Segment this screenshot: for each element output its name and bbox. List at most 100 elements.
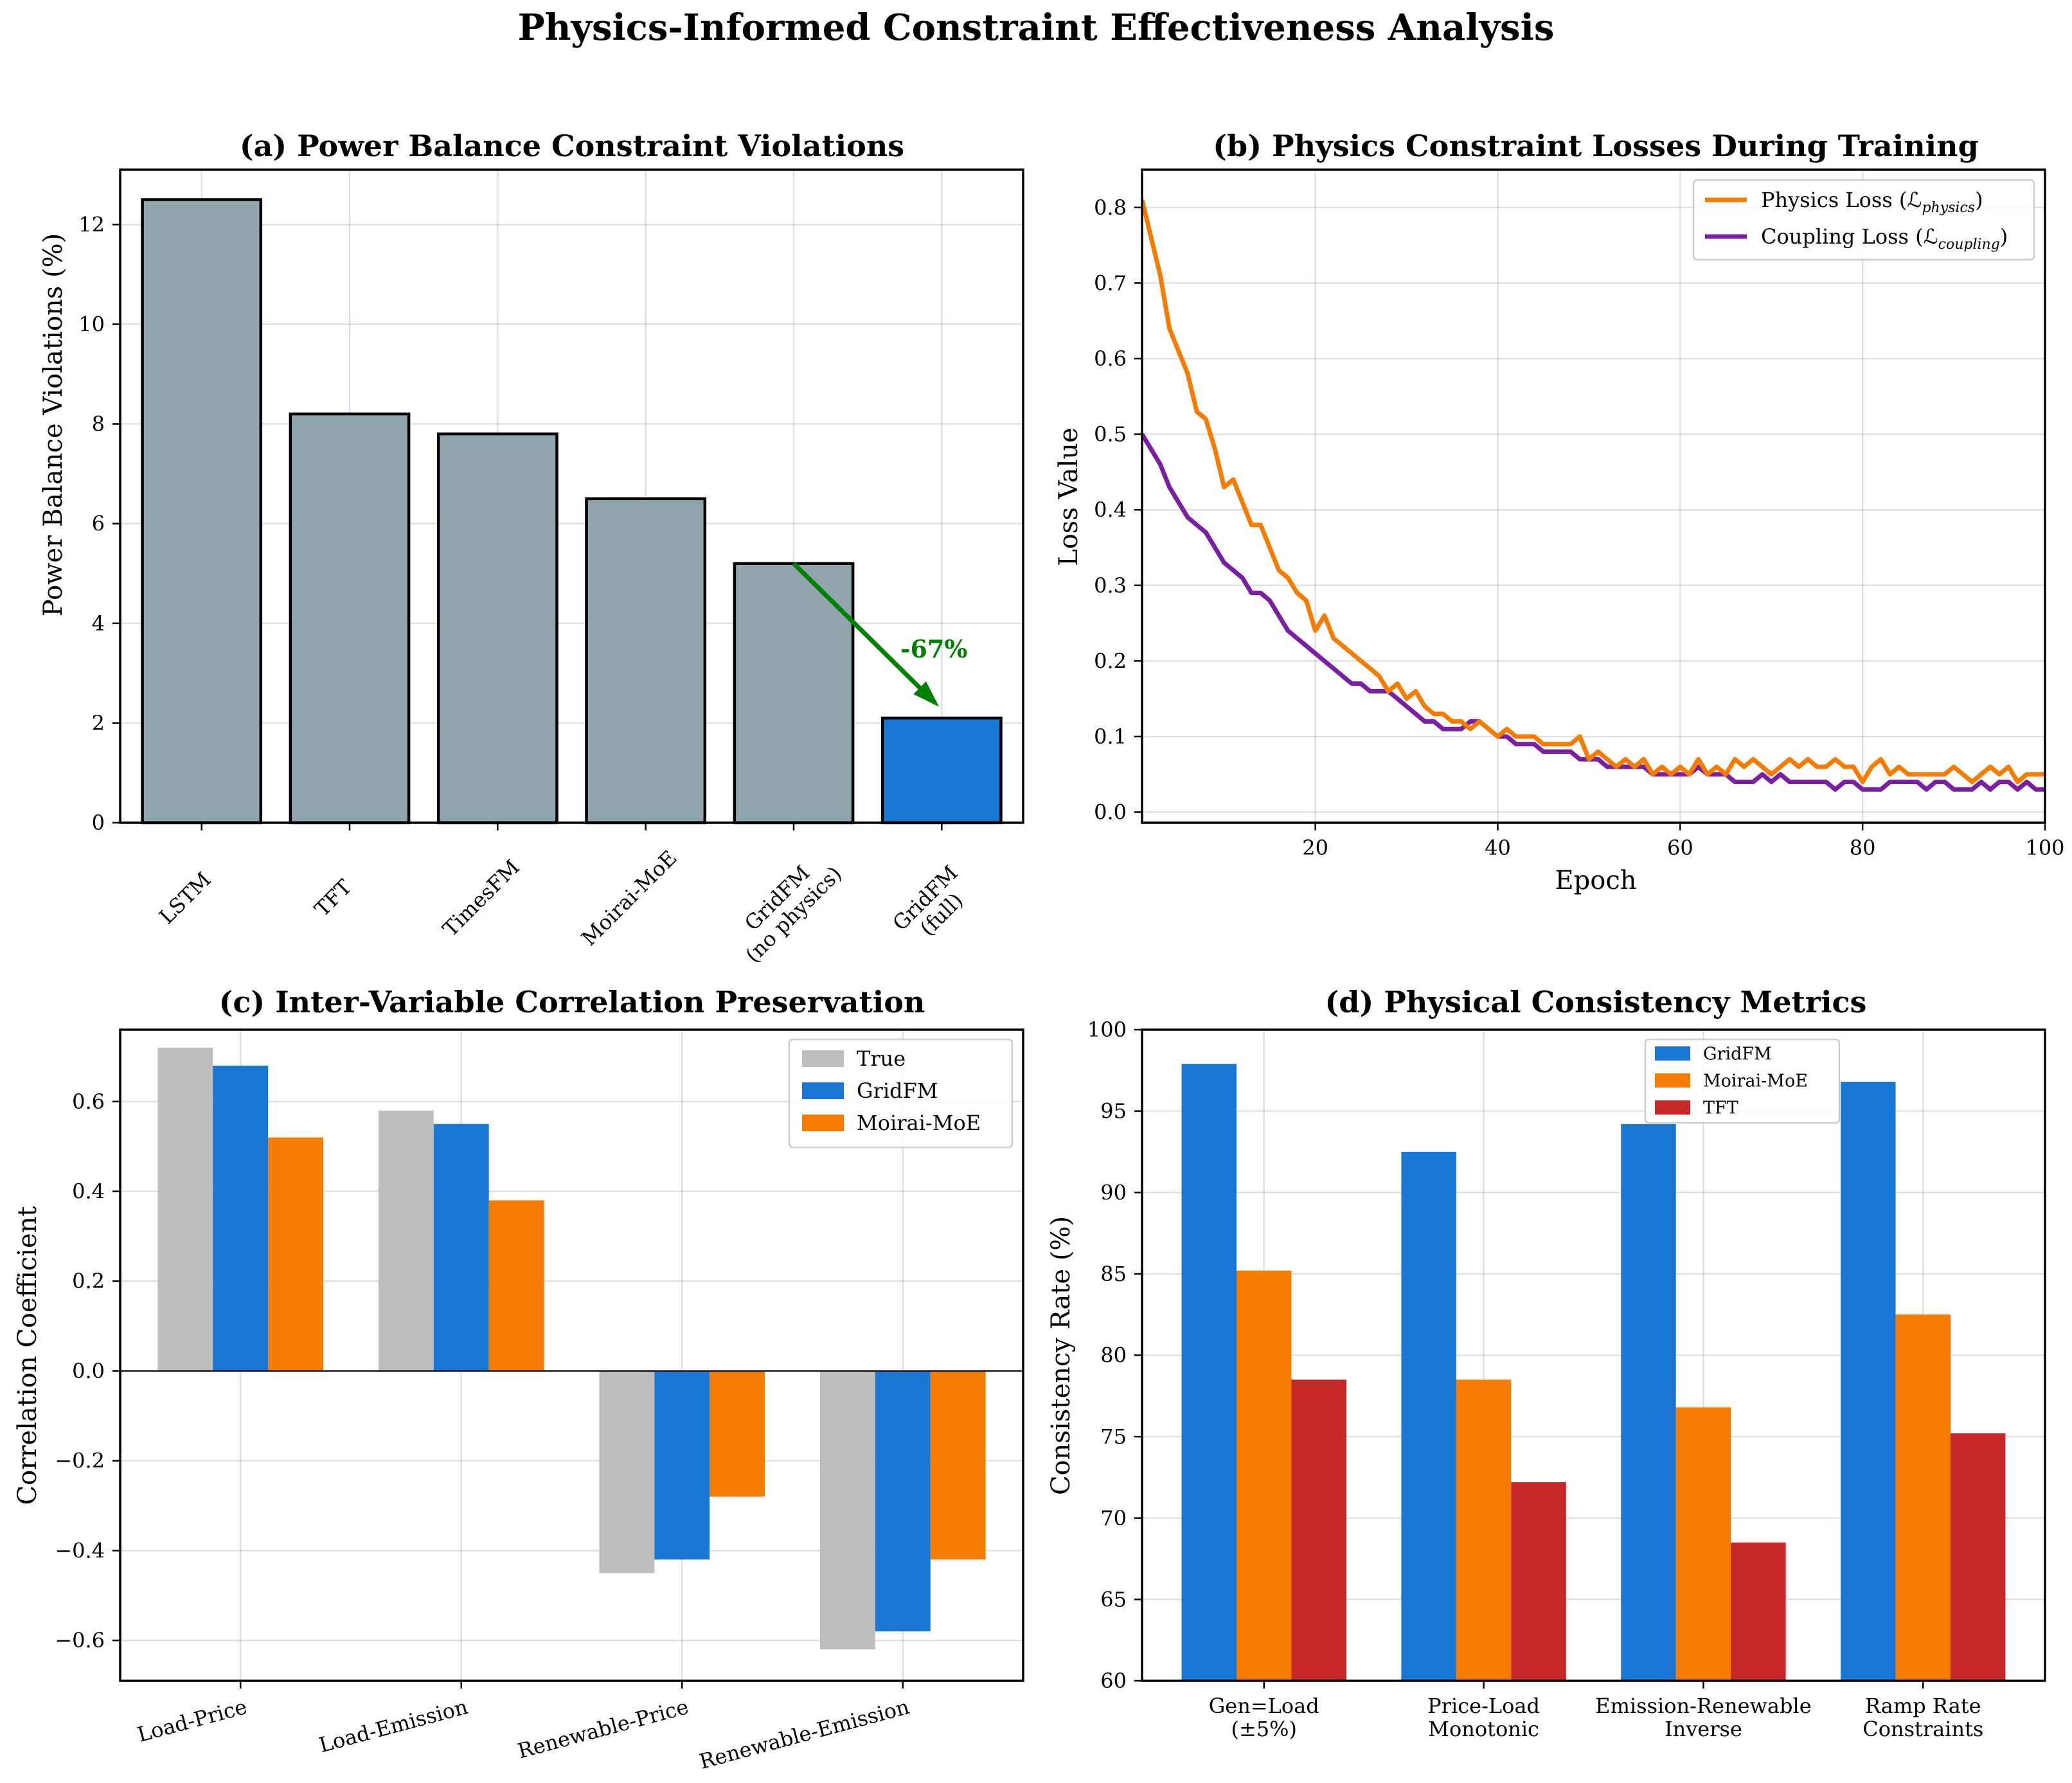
legend-coupling-L: ℒ [1924, 224, 1938, 249]
ytick-label: 12 [78, 212, 105, 237]
bar-gridfm-1 [1401, 1151, 1456, 1681]
ytick-label: 0.0 [72, 1359, 105, 1383]
bar-gridfm-1 [433, 1124, 489, 1371]
panel-d-legend-box [1644, 1038, 1841, 1124]
label-line: Monotonic [1428, 1717, 1539, 1741]
ytick-label: 4 [92, 611, 105, 636]
panel-a-annotation: -67% [792, 562, 968, 707]
label-line: Moirai-MoE [576, 846, 681, 951]
bar-0 [141, 198, 263, 825]
ytick-label: −0.2 [55, 1449, 105, 1473]
panel-d-ylabel: Consistency Rate (%) [1046, 1216, 1076, 1495]
bar-moirai-moe-1 [1456, 1379, 1512, 1681]
legend-coupling-subscript: coupling [1938, 237, 2000, 253]
bar-moirai-moe-1 [488, 1200, 544, 1371]
ytick-label: 80 [1100, 1343, 1127, 1368]
ytick-label: 65 [1100, 1587, 1127, 1611]
ytick-label: 0.7 [1094, 271, 1127, 295]
label-line: TimesFM [438, 855, 524, 942]
panel-a-frame [119, 168, 1024, 824]
xtick-label: Gen=Load (±5%) [1209, 1694, 1319, 1741]
annotation-arrow-shaft [792, 562, 937, 705]
panel-b-ylabel: Loss Value [1054, 427, 1084, 566]
xtick-label: Load-Emission [316, 1694, 470, 1757]
panel-c-ylabel: Correlation Coefficient [13, 1206, 42, 1505]
panel-b-legend: Physics Loss (ℒphysics) Coupling Loss (ℒ… [1692, 179, 2035, 261]
panel-c-legend: True GridFM Moirai-MoE [788, 1038, 1014, 1149]
bar-true-0 [157, 1047, 213, 1371]
panel-b-frame [1141, 168, 2046, 824]
xtick-label: Load-Price [135, 1694, 250, 1747]
xtick-label: Moirai-MoE [576, 846, 681, 951]
label-line: Constraints [1862, 1717, 1983, 1741]
legend-coupling-name: Coupling Loss [1761, 224, 1909, 249]
ytick-label: 0.6 [72, 1089, 105, 1114]
bar-true-3 [819, 1370, 875, 1650]
xtick-label: Renewable-Price [515, 1694, 691, 1763]
legend-swatch-1 [1655, 1073, 1690, 1088]
legend-label-1: Moirai-MoE [1703, 1071, 1808, 1091]
panel-d-axes: 60 65 70 75 80 85 90 95 100 Gen=Load (±5%) Price-Lo… [1087, 1017, 1983, 1741]
panel-a-grid [120, 170, 1023, 824]
bar-tft-1 [1511, 1482, 1566, 1681]
ytick-label: 0.5 [1094, 422, 1127, 447]
bar-moirai-moe-3 [930, 1370, 986, 1560]
bar-gridfm-0 [213, 1065, 269, 1371]
series-line-coupling-loss [1142, 433, 2045, 792]
bar-tft-3 [1951, 1433, 2006, 1681]
bar-gridfm-2 [654, 1370, 710, 1560]
legend-physics-label: Physics Loss (ℒphysics) [1761, 188, 1983, 216]
xtick-label: 60 [1667, 836, 1693, 860]
legend-label-0: GridFM [1703, 1044, 1772, 1064]
ytick-label: 0.1 [1094, 724, 1127, 749]
ytick-label: 8 [92, 412, 105, 436]
xtick-label: Emission-Renewable Inverse [1595, 1694, 1811, 1741]
legend-physics-subscript: physics [1922, 200, 1975, 216]
panel-b-legend-box [1692, 179, 2035, 261]
legend-label-2: TFT [1703, 1098, 1738, 1118]
xtick-label: Renewable-Emission [697, 1694, 912, 1774]
ytick-label: 100 [1087, 1017, 1127, 1042]
ytick-label: 0.4 [72, 1179, 105, 1204]
bar-gridfm-3 [1841, 1082, 1896, 1681]
label-line: Gen=Load [1209, 1694, 1319, 1718]
xtick-label: Ramp Rate Constraints [1862, 1694, 1983, 1741]
legend-swatch-0 [802, 1050, 844, 1067]
ytick-label: 70 [1100, 1506, 1127, 1530]
xtick-label: 20 [1302, 836, 1328, 860]
legend-label-2: Moirai-MoE [857, 1111, 981, 1135]
annotation-label: -67% [900, 634, 968, 663]
bar-3 [585, 497, 707, 825]
legend-physics-name: Physics Loss [1761, 188, 1893, 212]
panel-c-legend-box [788, 1038, 1014, 1149]
ytick-label: 0.0 [1094, 800, 1127, 825]
panel-b-training-losses: (b) Physics Constraint Losses During Tra… [1054, 129, 2065, 895]
bar-5 [880, 716, 1003, 825]
label-line: Inverse [1665, 1717, 1742, 1741]
bar-moirai-moe-0 [1236, 1270, 1292, 1681]
xtick-label: LSTM [154, 867, 216, 929]
legend-swatch-2 [1655, 1100, 1690, 1115]
legend-swatch-0 [1655, 1046, 1690, 1061]
panel-d-legend: GridFM Moirai-MoE TFT [1644, 1038, 1841, 1124]
bar-2 [436, 432, 558, 825]
bar-gridfm-0 [1181, 1064, 1237, 1681]
ytick-label: 0 [92, 811, 105, 835]
panel-a-ylabel: Power Balance Violations (%) [39, 233, 68, 616]
label-line: Ramp Rate [1865, 1694, 1981, 1718]
label-line: Emission-Renewable [1595, 1694, 1811, 1718]
bar-gridfm-3 [875, 1370, 931, 1632]
ytick-label: 6 [92, 512, 105, 536]
bar-true-2 [599, 1370, 655, 1573]
ytick-label: 0.4 [1094, 497, 1127, 522]
ytick-label: −0.4 [55, 1538, 105, 1563]
ytick-label: 85 [1100, 1262, 1127, 1286]
legend-swatch-1 [802, 1082, 844, 1099]
panel-d-bars [1181, 1064, 2006, 1681]
ytick-label: 10 [78, 312, 105, 336]
ytick-label: 60 [1100, 1669, 1127, 1693]
xtick-label: TFT [310, 874, 357, 921]
panel-c-title: (c) Inter-Variable Correlation Preservat… [219, 985, 925, 1019]
xtick-label: 100 [2025, 836, 2064, 860]
